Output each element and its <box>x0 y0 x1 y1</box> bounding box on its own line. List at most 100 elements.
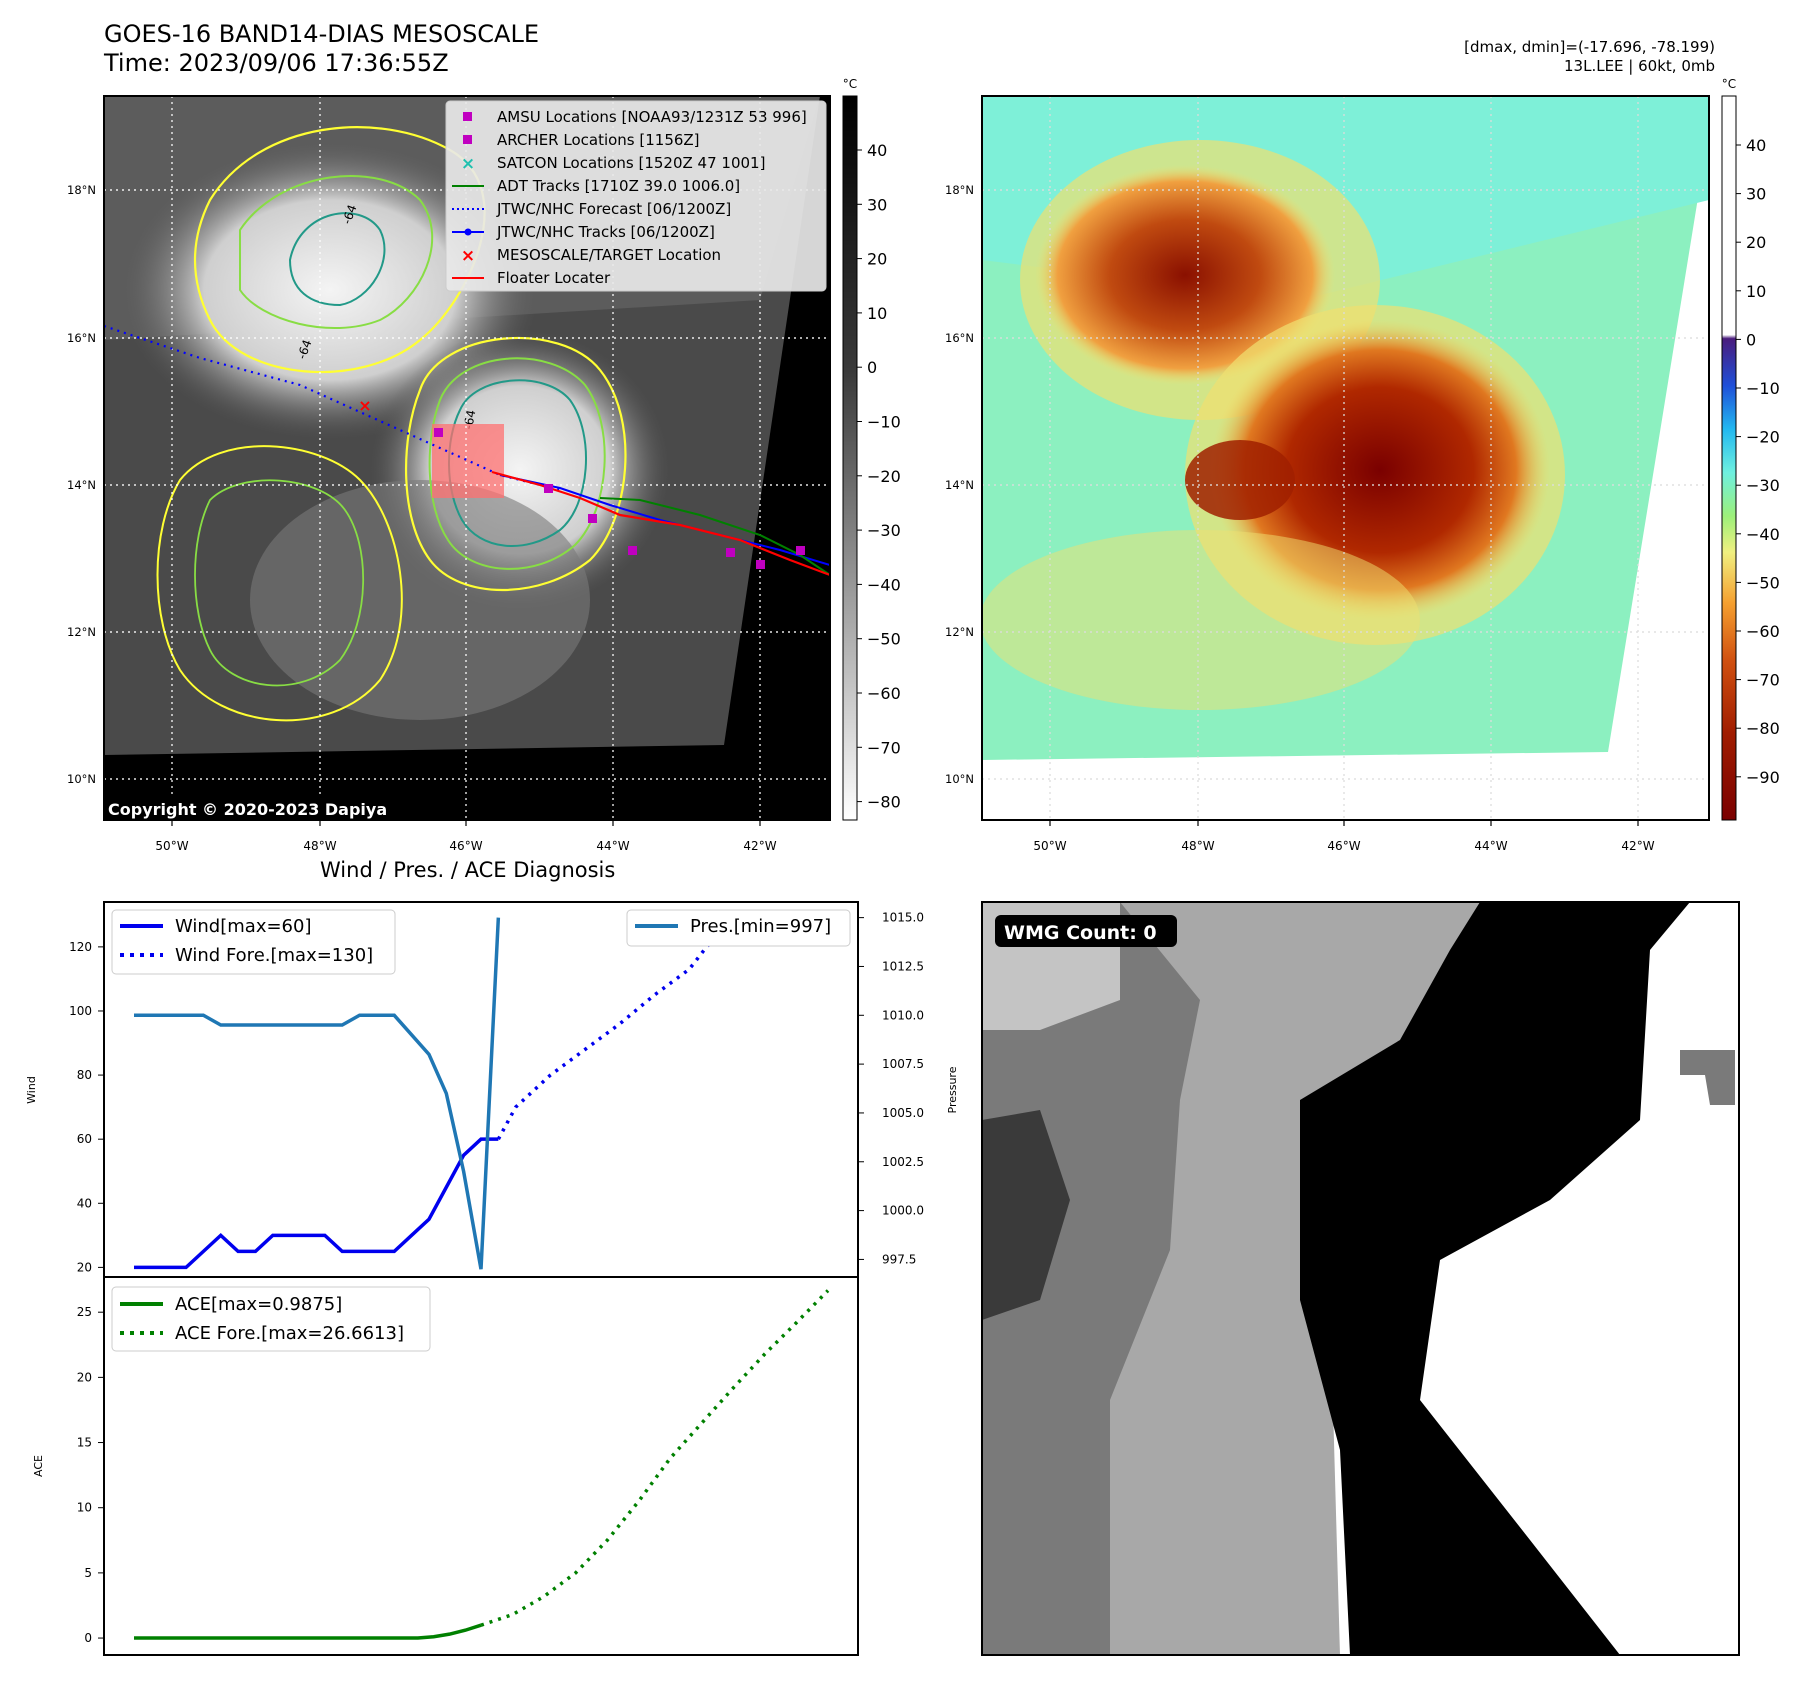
wmg-region-patch <box>1680 1050 1735 1105</box>
series-line <box>496 913 811 1141</box>
ir-map-frame <box>103 95 831 821</box>
colorbar-tick-label: −80 <box>867 793 901 812</box>
ace-fore-legend-label: ACE Fore.[max=26.6613] <box>175 1323 404 1344</box>
wind-legend-label: Wind[max=60] <box>175 916 312 937</box>
jtwc-track <box>499 474 830 566</box>
wind-y-ticks: 20 40 60 80 100 120 <box>69 940 104 1274</box>
ace-legend-box <box>111 1286 431 1352</box>
colorbar-tick-label: −20 <box>867 467 901 486</box>
contour-teal-north <box>288 212 386 307</box>
y2-tick-label: 1012.5 <box>882 959 924 973</box>
enh-map-frame <box>981 95 1710 821</box>
ir-colorbar <box>842 95 858 821</box>
ir-lat-tick-label: 16°N <box>67 331 96 345</box>
contour-yellow-core <box>404 336 627 592</box>
y-tick-label: 80 <box>77 1068 92 1082</box>
pressure-y-ticks: 1015.0 1012.5 1010.0 1007.5 1005.0 1002.5 1000… <box>858 911 924 1266</box>
colorbar-tick-label: 30 <box>1746 185 1766 204</box>
legend-label: AMSU Locations [NOAA93/1231Z 53 996] <box>497 108 807 126</box>
enh-lat-tick-label: 14°N <box>945 478 974 492</box>
legend-item: × MESOSCALE/TARGET Location <box>461 246 721 266</box>
enh-cloud-band <box>1185 440 1295 520</box>
enh-lon-tick-label: 50°W <box>1033 839 1066 853</box>
contour-yellow-north <box>193 126 486 374</box>
colorbar-tick-label: 0 <box>867 358 877 377</box>
enh-lat-ticks: 18°N 16°N 14°N 12°N 10°N <box>945 183 974 786</box>
legend-dot-marker <box>464 228 472 236</box>
ace-legend: ACE[max=0.9875] ACE Fore.[max=26.6613] <box>111 1286 431 1352</box>
enh-colorbar <box>1721 95 1737 821</box>
colorbar-tick-label: −90 <box>1746 768 1780 787</box>
ir-colorbar-ticks: 40 30 20 10 0 −10 −20 −30 −40 −50 −60 −70 −80 <box>857 141 901 812</box>
colorbar-tick-label: −70 <box>867 738 901 757</box>
y2-tick-label: 997.5 <box>882 1252 916 1266</box>
ir-lat-tick-label: 14°N <box>67 478 96 492</box>
y-tick-label: 25 <box>77 1305 92 1319</box>
pressure-legend-label: Pres.[min=997] <box>690 916 831 937</box>
ace-chart: 0 5 10 15 20 25 ACE ACE[max=0.9875] ACE Fore.… <box>32 1276 859 1656</box>
enh-colorbar-unit: °C <box>1722 77 1736 91</box>
legend-label: JTWC/NHC Tracks [06/1200Z] <box>496 223 715 241</box>
wmg-count-label: WMG Count: 0 <box>1004 922 1157 944</box>
legend-label: MESOSCALE/TARGET Location <box>497 246 721 264</box>
meta-line-1: [dmax, dmin]=(-17.696, -78.199) <box>1464 38 1715 56</box>
y-tick-label: 20 <box>77 1260 92 1274</box>
colorbar-tick-label: −60 <box>1746 622 1780 641</box>
legend-box <box>445 100 827 292</box>
colorbar-tick-label: −60 <box>867 684 901 703</box>
y-tick-label: 100 <box>69 1004 92 1018</box>
series-line <box>134 917 501 1270</box>
amsu-markers <box>434 428 805 569</box>
colorbar-tick-label: 10 <box>1746 282 1766 301</box>
wmg-region-dark-left <box>982 1110 1070 1320</box>
colorbar-tick-label: 40 <box>1746 136 1766 155</box>
colorbar-tick-label: −20 <box>1746 428 1780 447</box>
contour-green-south <box>194 479 365 687</box>
legend-label: Floater Locater <box>497 269 611 287</box>
ace-legend-label: ACE[max=0.9875] <box>175 1294 342 1315</box>
colorbar-tick-label: −50 <box>1746 573 1780 592</box>
map-legend: AMSU Locations [NOAA93/1231Z 53 996] ARCH… <box>445 100 827 292</box>
ir-lat-ticks: 18°N 16°N 14°N 12°N 10°N <box>67 183 96 786</box>
ir-lat-tick-label: 12°N <box>67 625 96 639</box>
colorbar-tick-label: 10 <box>867 304 887 323</box>
enh-lon-tick-label: 48°W <box>1181 839 1214 853</box>
title-line-2: Time: 2023/09/06 17:36:55Z <box>104 49 449 77</box>
series-line <box>134 1137 499 1270</box>
pressure-legend: Pres.[min=997] <box>626 909 851 947</box>
wind-axis-label: Wind <box>25 1076 38 1104</box>
colorbar-tick-label: −10 <box>867 413 901 432</box>
ir-lon-tick-label: 48°W <box>303 839 336 853</box>
ir-lon-tick-label: 46°W <box>449 839 482 853</box>
colorbar-tick-label: −70 <box>1746 671 1780 690</box>
y2-tick-label: 1015.0 <box>882 911 924 925</box>
ir-cloud-south <box>250 480 590 720</box>
enhanced-map-panel <box>982 96 1709 820</box>
contour-label: -64 <box>340 203 360 226</box>
figure-title: GOES-16 BAND14-DIAS MESOSCALE Time: 2023… <box>104 20 539 78</box>
y-tick-label: 20 <box>77 1370 92 1384</box>
y2-tick-label: 1005.0 <box>882 1106 924 1120</box>
ir-lon-tick-label: 44°W <box>596 839 629 853</box>
colorbar-tick-label: 20 <box>867 250 887 269</box>
wmg-region-black <box>1300 902 1690 1655</box>
wind-legend: Wind[max=60] Wind Fore.[max=130] <box>111 909 396 975</box>
enh-lon-ticks: 50°W 48°W 46°W 44°W 42°W <box>1033 820 1655 853</box>
copyright-box <box>104 798 434 820</box>
colorbar-tick-label: −80 <box>1746 719 1780 738</box>
contour-green-core <box>428 357 606 570</box>
contour-yellow-south <box>156 445 403 722</box>
series-line <box>480 1289 830 1627</box>
wmg-count-box <box>995 915 1177 947</box>
legend-square-marker <box>463 112 472 121</box>
title-line-1: GOES-16 BAND14-DIAS MESOSCALE <box>104 20 540 48</box>
ir-lat-tick-label: 18°N <box>67 183 96 197</box>
colorbar-tick-label: 30 <box>867 195 887 214</box>
colorbar-tick-label: −30 <box>867 521 901 540</box>
ir-colorbar-unit: °C <box>843 77 857 91</box>
y-tick-label: 0 <box>84 1631 92 1645</box>
legend-item: × SATCON Locations [1520Z 47 1001] <box>461 154 766 174</box>
enh-lon-tick-label: 46°W <box>1327 839 1360 853</box>
enh-colorbar-ticks: 40 30 20 10 0 −10 −20 −30 −40 −50 −60 −70 −80 −90 <box>1736 136 1780 787</box>
enh-cloud-south <box>982 530 1420 710</box>
